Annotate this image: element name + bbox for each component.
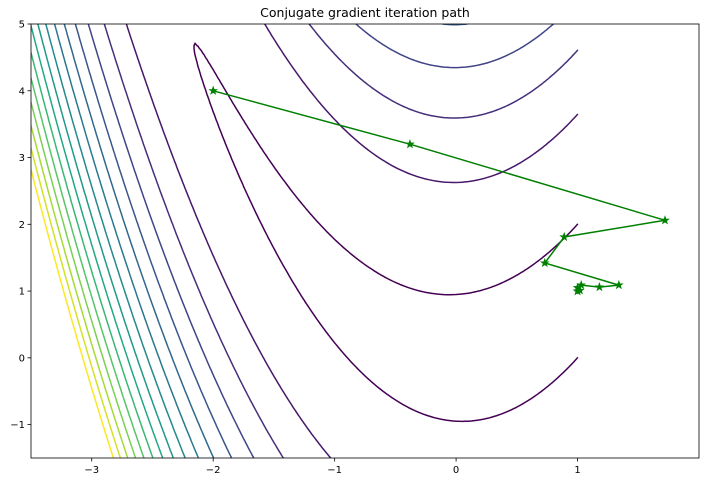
y-tick-label: 0 (19, 353, 25, 364)
path-point (559, 231, 570, 242)
x-axis: −3 −2 −1 0 1 (84, 458, 581, 476)
chart-title: Conjugate gradient iteration path (260, 5, 470, 20)
contour-level (103, 24, 579, 458)
y-tick-label: 5 (19, 20, 25, 31)
contour-level (31, 168, 115, 458)
contour-lines (31, 24, 579, 458)
y-tick-label: 1 (19, 287, 25, 298)
path-point (208, 85, 219, 95)
y-tick-label: 4 (19, 86, 25, 97)
y-axis: −1 0 1 2 3 4 5 (10, 20, 31, 431)
contour-level (45, 24, 186, 458)
contour-level (31, 101, 137, 458)
path-point (405, 139, 415, 149)
path-point (572, 285, 583, 296)
contour-level (193, 42, 579, 423)
y-tick-label: 2 (19, 220, 25, 231)
iteration-path (208, 85, 670, 296)
path-point (539, 257, 550, 268)
y-tick-label: −1 (10, 420, 25, 431)
path-point (660, 215, 670, 225)
x-tick-label: 0 (453, 465, 459, 476)
contour-level (31, 147, 122, 458)
contour-level (31, 51, 154, 458)
contour-level (31, 25, 164, 458)
x-tick-label: 1 (574, 465, 580, 476)
contour-level (31, 77, 145, 458)
x-tick-label: −3 (84, 465, 99, 476)
contour-level (37, 24, 175, 458)
contour-level (125, 24, 579, 458)
contour-level (87, 24, 555, 458)
contour-level (74, 24, 468, 458)
contour-level (53, 24, 200, 458)
x-tick-label: −1 (327, 465, 342, 476)
path-point (594, 281, 605, 292)
contour-level (63, 24, 215, 458)
y-tick-label: 3 (19, 153, 25, 164)
contour-level (31, 124, 129, 458)
x-tick-label: −2 (206, 465, 221, 476)
path-point (613, 279, 624, 290)
plot-frame (30, 23, 700, 459)
